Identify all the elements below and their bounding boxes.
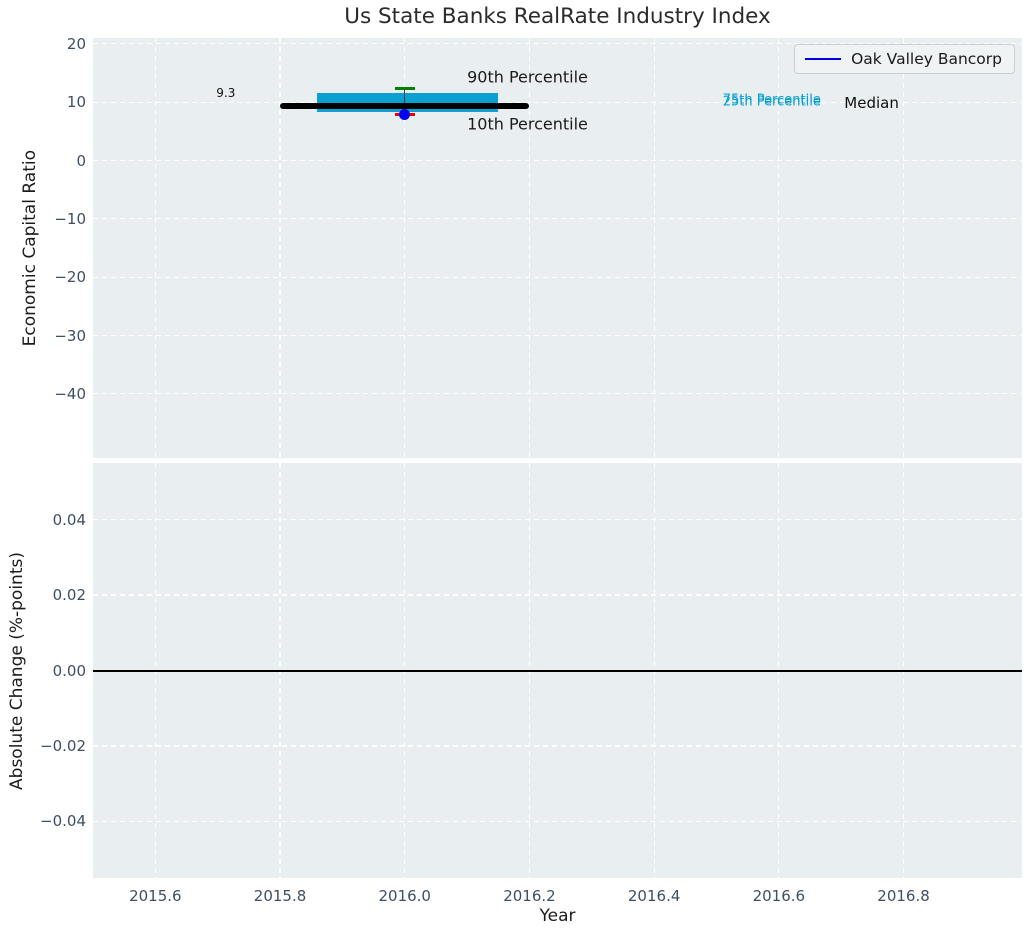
gridline-y <box>93 518 1022 521</box>
gridline-y <box>93 101 1022 103</box>
gridline-y <box>93 594 1022 596</box>
gridline-x <box>902 38 905 458</box>
y-axis-label-top: Economic Capital Ratio <box>20 149 40 347</box>
whisker-line <box>404 88 406 115</box>
x-axis-label: Year <box>539 906 576 926</box>
gridline-x <box>404 38 406 458</box>
gridline-x <box>154 38 156 458</box>
gridline-y <box>93 43 1022 45</box>
annotation: 90th Percentile <box>467 67 588 87</box>
x-tick-label: 2015.8 <box>253 887 307 905</box>
gridline-x <box>528 38 531 458</box>
median-line <box>280 103 530 110</box>
gridline-y <box>93 159 1022 162</box>
annotation: 25th Percentile <box>722 94 821 110</box>
x-tick-label: 2016.2 <box>503 887 556 905</box>
gridline-x <box>279 38 281 458</box>
y-tick-label: −20 <box>54 268 86 287</box>
x-tick-label: 2016.4 <box>627 887 681 905</box>
x-tick-label: 2016.8 <box>877 887 930 905</box>
gridline-y <box>93 820 1022 822</box>
gridline-x <box>778 38 780 458</box>
annotation: Median <box>844 94 899 113</box>
p90-cap <box>394 86 415 90</box>
y-tick-label: −40 <box>54 384 86 403</box>
top-axes: Oak Valley Bancorp 90th Percentile 10th P… <box>93 38 1022 458</box>
x-tick-label: 2016.6 <box>752 887 806 905</box>
y-tick-label: −0.02 <box>40 736 86 755</box>
chart-title: Us State Banks RealRate Industry Index <box>344 4 771 29</box>
annotation: 10th Percentile <box>467 114 588 134</box>
x-tick-label: 2016.0 <box>378 887 431 905</box>
legend: Oak Valley Bancorp <box>794 44 1015 74</box>
y-tick-label: 10 <box>66 93 86 112</box>
x-tick-label: 2015.6 <box>129 887 182 905</box>
gridline-y <box>93 276 1022 278</box>
zero-line <box>93 669 1022 672</box>
y-tick-label: 0.02 <box>52 586 86 605</box>
y-tick-label: 0.00 <box>52 661 86 680</box>
legend-label: Oak Valley Bancorp <box>851 50 1002 68</box>
y-tick-label: 0 <box>76 151 86 170</box>
y-tick-label: 0.04 <box>52 510 86 529</box>
annotation: 9.3 <box>216 85 236 100</box>
y-tick-label: 20 <box>66 34 86 53</box>
gridline-y <box>93 745 1022 747</box>
company-point-marker <box>399 108 411 120</box>
legend-line-swatch <box>805 58 842 60</box>
gridline-x <box>653 38 655 458</box>
y-tick-label: −0.04 <box>40 812 86 831</box>
y-tick-label: −10 <box>54 209 86 228</box>
y-tick-label: −30 <box>54 326 86 345</box>
gridline-y <box>93 334 1022 337</box>
gridline-y <box>93 393 1022 395</box>
gridline-y <box>93 218 1022 220</box>
annotation: 75th Percentile <box>722 92 821 108</box>
bottom-axes <box>93 463 1022 878</box>
